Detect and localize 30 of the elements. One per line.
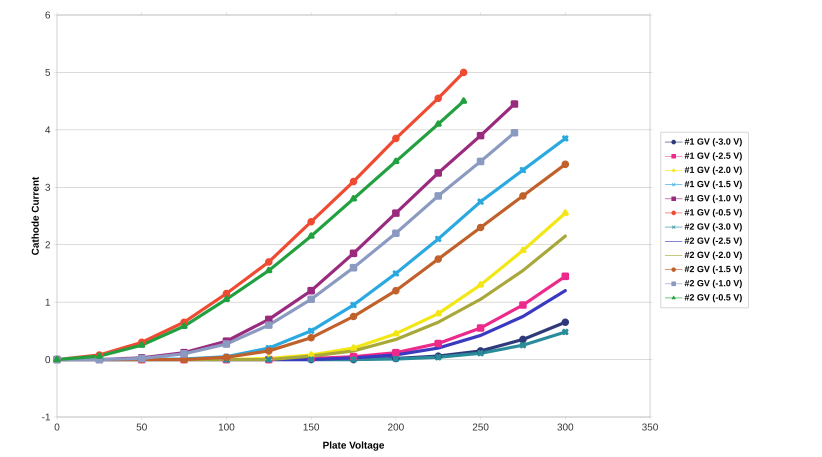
x-tick-label: 250 [472, 424, 488, 431]
legend-label: #1 GV (-1.0 V) [684, 194, 742, 204]
x-tick-label: 300 [557, 424, 574, 431]
x-tick-label: 100 [218, 424, 234, 431]
legend-label: #1 GV (-0.5 V) [684, 208, 742, 218]
x-tick-label: 0 [54, 424, 60, 431]
legend-label: #1 GV (-2.5 V) [684, 152, 742, 161]
x-tick-label: 350 [642, 424, 658, 431]
y-tick-label: -1 [42, 414, 50, 420]
y-tick-label: 5 [45, 68, 50, 76]
x-tick-label: 200 [388, 424, 404, 431]
x-axis-title: Plate Voltage [323, 441, 384, 451]
legend-label: #2 GV (-1.0 V) [684, 280, 742, 288]
y-tick-label: 4 [45, 126, 50, 134]
legend-label: #1 GV (-3.0 V) [684, 138, 742, 146]
y-tick-label: 0 [45, 356, 50, 364]
x-tick-label: 150 [304, 424, 320, 431]
legend-label: #2 GV (-2.0 V) [684, 251, 742, 260]
legend-label: #2 GV (-2.5 V) [684, 237, 742, 246]
legend-label: #2 GV (-3.0 V) [684, 223, 742, 232]
y-tick-label: 1 [46, 298, 50, 306]
y-tick-label: 2 [45, 241, 50, 248]
x-tick-label: 50 [136, 424, 147, 431]
legend-label: #2 GV (-1.5 V) [684, 266, 742, 274]
y-tick-label: 3 [45, 184, 50, 191]
y-axis-title: Cathode Current [31, 176, 39, 255]
legend-label: #2 GV (-0.5 V) [684, 294, 742, 302]
y-tick-label: 6 [45, 11, 50, 19]
legend-label: #1 GV (-1.5 V) [684, 180, 742, 189]
legend-label: #1 GV (-2.0 V) [684, 166, 742, 175]
